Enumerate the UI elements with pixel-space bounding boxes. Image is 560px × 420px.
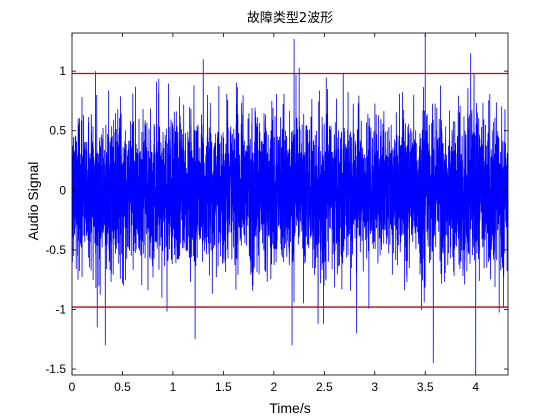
axes-box: [71, 32, 509, 376]
x-tick-label: 3.5: [417, 380, 434, 394]
y-tick-label: -0.5: [45, 243, 66, 257]
y-axis-label: Audio Signal: [25, 162, 41, 241]
signal-line: [72, 33, 508, 372]
y-tick-label: 1: [59, 64, 66, 78]
x-tick-label: 1.5: [215, 380, 232, 394]
x-tick-label: 3: [371, 380, 378, 394]
chart-title: 故障类型2波形: [247, 11, 333, 26]
x-tick-label: 2.5: [316, 380, 333, 394]
x-axis-label: Time/s: [269, 400, 310, 416]
x-tick-label: 4: [472, 380, 479, 394]
y-tick-label: 0.5: [49, 124, 66, 138]
x-tick-label: 0: [69, 380, 76, 394]
x-tick-label: 0.5: [114, 380, 131, 394]
y-tick-label: 0: [59, 183, 66, 197]
plot-area: 0 0.5 1 1.5 2 2.5 3 3.5 4 -1.5 -1 -0.5 0 0.5 1: [45, 32, 509, 394]
y-tick-label: -1.5: [45, 362, 66, 376]
x-tick-label: 2: [271, 380, 278, 394]
y-tick-label: -1: [55, 302, 66, 316]
x-tick-label: 1: [170, 380, 177, 394]
